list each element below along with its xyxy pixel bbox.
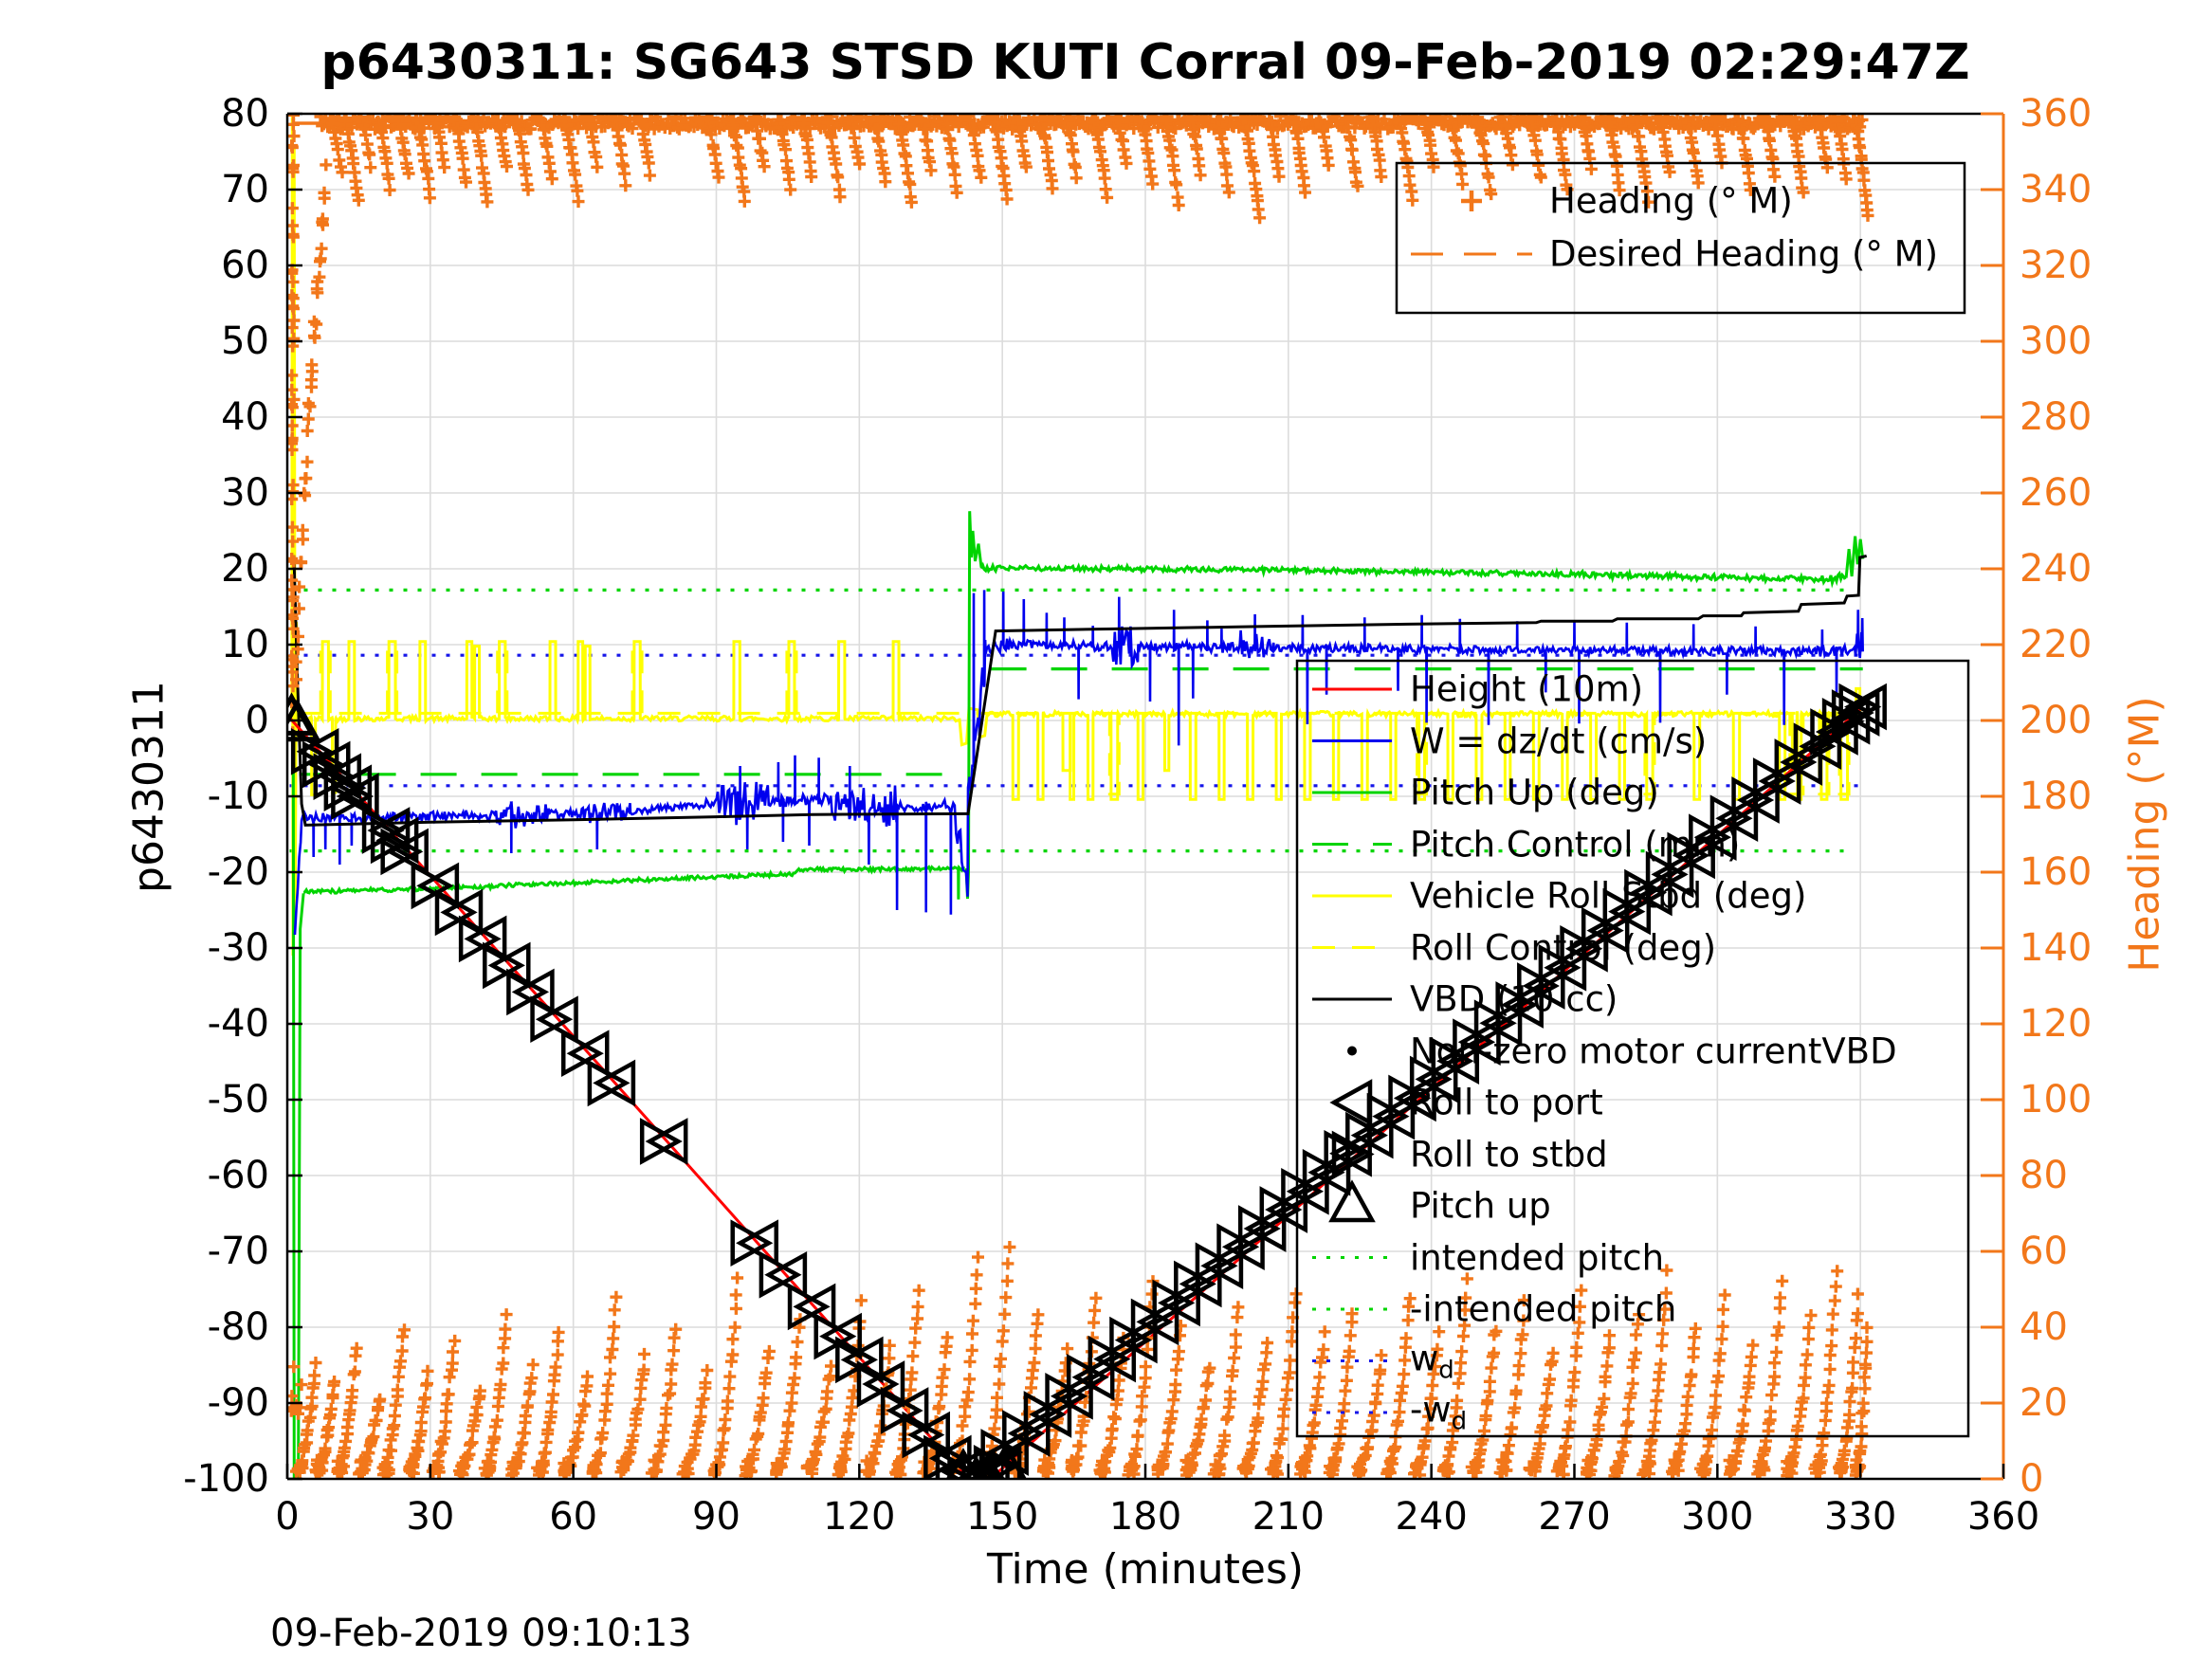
y-left-axis-label: p6430311 (124, 681, 174, 893)
y-right-tick-140: 140 (2020, 926, 2093, 970)
legend-main-row-3: Pitch Control (mm) (1410, 824, 1741, 865)
y-right-tick-360: 360 (2020, 92, 2093, 136)
y-right-tick-60: 60 (2020, 1230, 2068, 1273)
x-tick-150: 150 (965, 1495, 1039, 1539)
legend-main-row-8: Roll to port (1410, 1082, 1603, 1123)
legend-main-row-6: VBD (10 cc) (1410, 978, 1618, 1020)
x-tick-180: 180 (1108, 1495, 1182, 1539)
y-right-tick-160: 160 (2020, 850, 2093, 894)
series-roll-descent (297, 640, 960, 796)
x-tick-90: 90 (692, 1495, 740, 1539)
y-left-tick-0: 0 (245, 699, 269, 742)
y-left-tick--30: -30 (207, 926, 269, 970)
legend-main-row-14: -wd (1410, 1389, 1468, 1436)
y-left-tick-30: 30 (221, 471, 269, 515)
y-right-tick-280: 280 (2020, 395, 2093, 439)
y-right-tick-40: 40 (2020, 1305, 2068, 1349)
legend-main-row-5: Roll Control (deg) (1410, 927, 1717, 968)
x-axis-label: Time (minutes) (986, 1545, 1305, 1594)
legend-heading-row-0: Heading (° M) (1549, 180, 1793, 222)
y-right-tick-300: 300 (2020, 319, 2093, 363)
y-right-tick-320: 320 (2020, 244, 2093, 287)
x-tick-300: 300 (1681, 1495, 1754, 1539)
x-tick-240: 240 (1395, 1495, 1468, 1539)
legend-main-row-13: wd (1410, 1337, 1454, 1385)
y-left-tick-20: 20 (221, 547, 269, 591)
y-left-tick-10: 10 (221, 623, 269, 666)
series-pitch-ascent (979, 561, 1847, 589)
x-tick-0: 0 (275, 1495, 300, 1539)
legend-main-row-2: Pitch Up (deg) (1410, 772, 1659, 813)
y-right-tick-20: 20 (2020, 1381, 2068, 1425)
x-tick-330: 330 (1823, 1495, 1897, 1539)
y-right-tick-240: 240 (2020, 547, 2093, 591)
legend-main-row-10: Pitch up (1410, 1185, 1551, 1227)
y-left-tick-80: 80 (221, 92, 269, 136)
x-tick-30: 30 (406, 1495, 455, 1539)
y-left-tick--100: -100 (183, 1457, 269, 1501)
series-roll-control (1416, 713, 1429, 796)
y-left-tick-50: 50 (221, 319, 269, 363)
series-roll-ascent (986, 686, 1862, 801)
y-right-tick-340: 340 (2020, 168, 2093, 211)
legend-main (1295, 659, 1970, 1438)
event-markers (287, 683, 1887, 1479)
legend-main-row-7: Non-zero motor currentVBD (1410, 1030, 1897, 1071)
y-left-tick-60: 60 (221, 244, 269, 287)
x-tick-270: 270 (1538, 1495, 1611, 1539)
series-w-dzdt (293, 590, 1864, 936)
y-left-tick--10: -10 (207, 775, 269, 818)
series-height (287, 705, 1864, 1479)
y-right-tick-220: 220 (2020, 623, 2093, 666)
axes (285, 112, 2005, 1481)
y-right-tick-200: 200 (2020, 699, 2093, 742)
y-right-tick-80: 80 (2020, 1154, 2068, 1197)
x-tick-210: 210 (1252, 1495, 1325, 1539)
x-tick-360: 360 (1966, 1495, 2040, 1539)
y-right-axis-label: Heading (°M) (2120, 696, 2169, 973)
y-left-tick--50: -50 (207, 1078, 269, 1121)
y-left-tick-70: 70 (221, 168, 269, 211)
legend-heading-row-1: Desired Heading (° M) (1549, 233, 1938, 275)
y-left-tick--80: -80 (207, 1305, 269, 1349)
legend-main-row-11: intended pitch (1410, 1237, 1665, 1278)
y-right-tick-260: 260 (2020, 471, 2093, 515)
legend-main-row-0: Height (10m) (1410, 668, 1644, 710)
y-right-tick-100: 100 (2020, 1078, 2093, 1121)
legend-heading (1395, 161, 1966, 315)
series-pitch-end (1844, 536, 1865, 578)
y-left-tick--20: -20 (207, 850, 269, 894)
y-left-tick-40: 40 (221, 395, 269, 439)
series-roll-control (1643, 713, 1656, 796)
y-right-tick-180: 180 (2020, 775, 2093, 818)
chart-title: p6430311: SG643 STSD KUTI Corral 09-Feb-… (320, 34, 1970, 91)
series-pitch-start (291, 735, 305, 1479)
y-right-tick-0: 0 (2020, 1457, 2044, 1501)
y-left-tick--70: -70 (207, 1230, 269, 1273)
legend-main-row-9: Roll to stbd (1410, 1134, 1608, 1175)
legend-main-row-1: W = dz/dt (cm/s) (1410, 720, 1708, 761)
legend-main-row-4: Vehicle Roll Stbd (deg) (1410, 875, 1807, 917)
y-left-tick--40: -40 (207, 1002, 269, 1046)
y-right-tick-120: 120 (2020, 1002, 2093, 1046)
y-left-tick--90: -90 (207, 1381, 269, 1425)
series-roll-control (1107, 713, 1121, 796)
footer-datetime: 09-Feb-2019 09:10:13 (270, 1612, 692, 1655)
data-series (287, 114, 1868, 1479)
x-tick-60: 60 (549, 1495, 598, 1539)
x-tick-120: 120 (823, 1495, 896, 1539)
legend-main-row-12: -intended pitch (1410, 1288, 1677, 1330)
y-left-tick--60: -60 (207, 1154, 269, 1197)
